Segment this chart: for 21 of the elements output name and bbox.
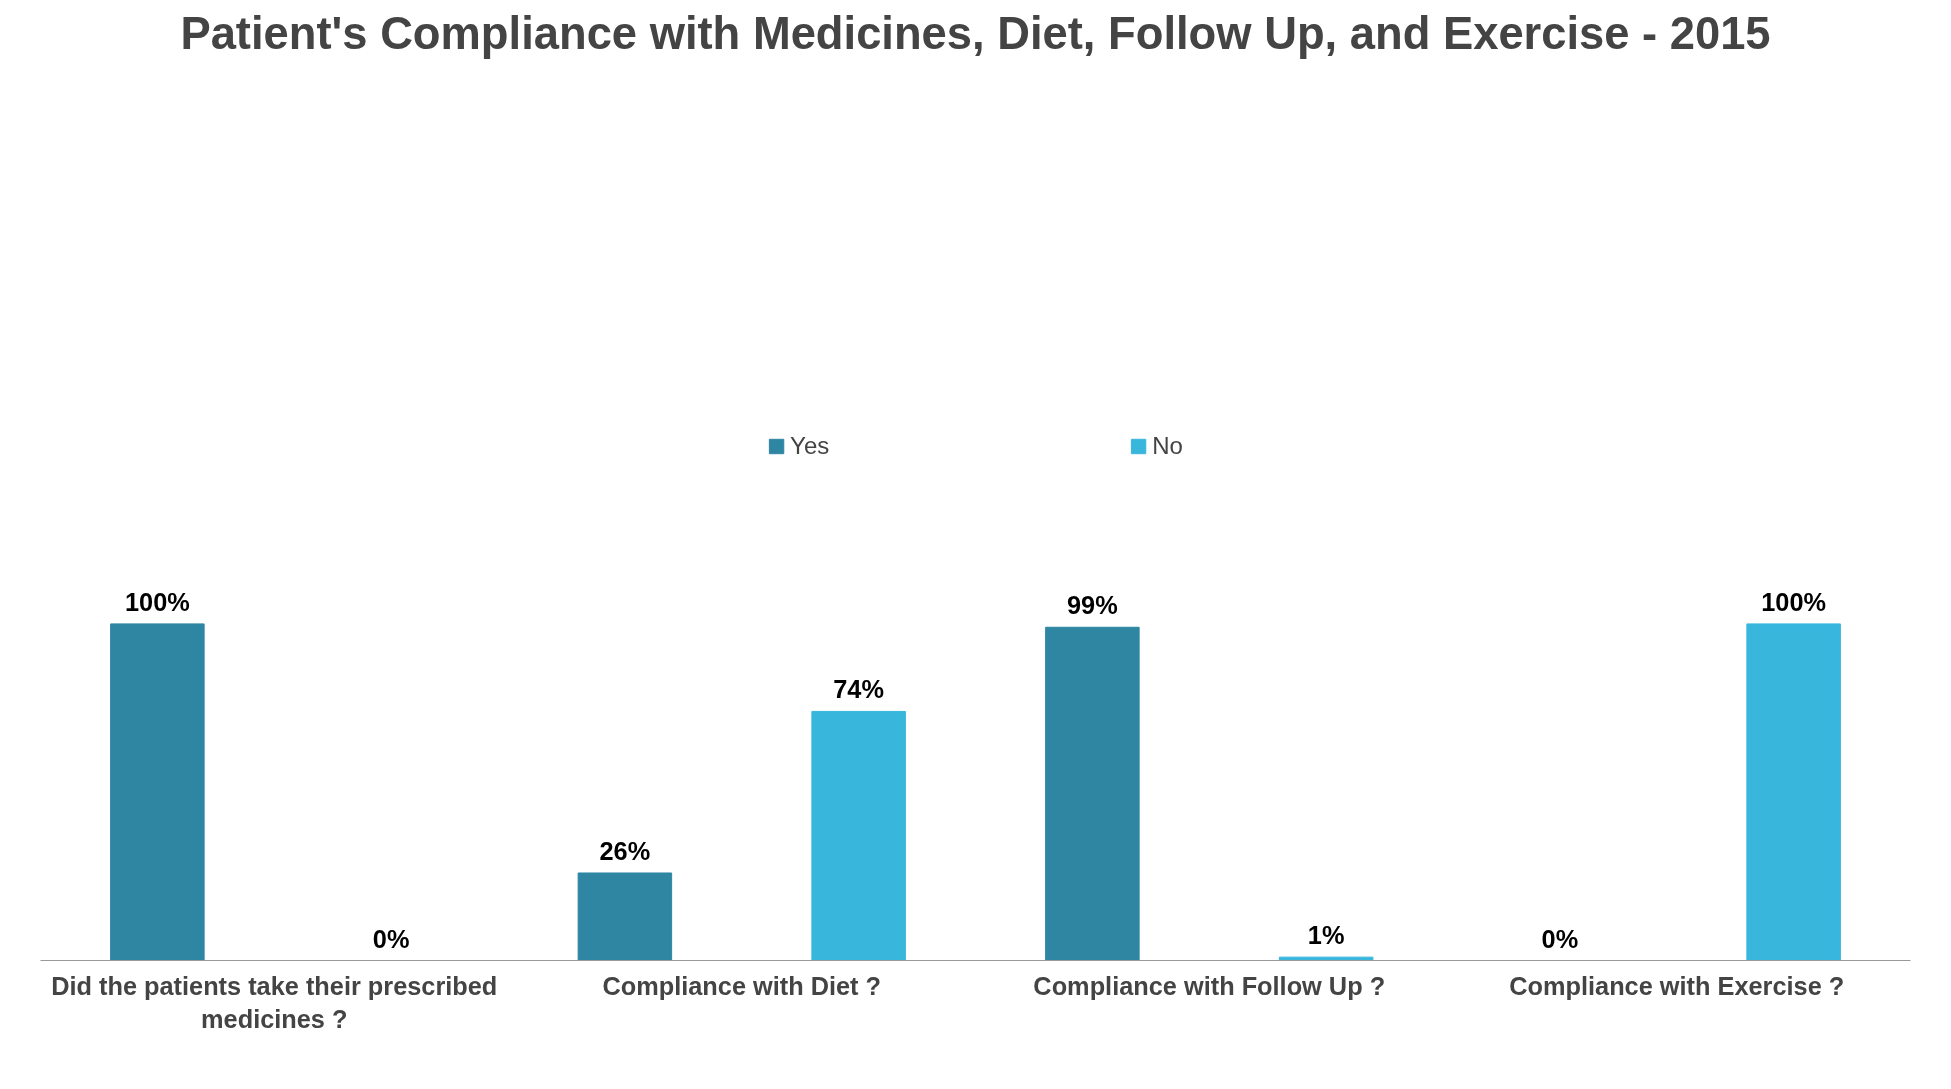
bar (577, 872, 673, 961)
bar (1045, 626, 1140, 961)
bar (811, 710, 906, 961)
data-label: 100% (124, 587, 190, 616)
bar (110, 623, 205, 961)
legend-label: No (1152, 432, 1183, 460)
data-label: 26% (599, 836, 651, 865)
x-tick-label: Compliance with Diet ? (602, 971, 882, 1000)
data-label: 99% (1067, 591, 1118, 620)
data-label: 100% (1761, 587, 1827, 616)
x-tick-label: Compliance with Exercise ? (1509, 971, 1845, 1000)
x-tick-label: Did the patients take their prescribed medicines ? (51, 971, 498, 1034)
bar (1746, 623, 1841, 961)
data-label: 0% (1541, 924, 1579, 953)
bar (1278, 956, 1374, 961)
legend-label: Yes (790, 432, 830, 460)
chart-title: Patient's Compliance with Medicines, Diet, Follow Up, and Exercise - 2015 (180, 7, 1771, 59)
data-label: 74% (833, 675, 884, 704)
data-label: 1% (1307, 921, 1345, 950)
x-tick-label: Compliance with Follow Up ? (1033, 971, 1386, 1000)
data-label: 0% (372, 924, 410, 953)
